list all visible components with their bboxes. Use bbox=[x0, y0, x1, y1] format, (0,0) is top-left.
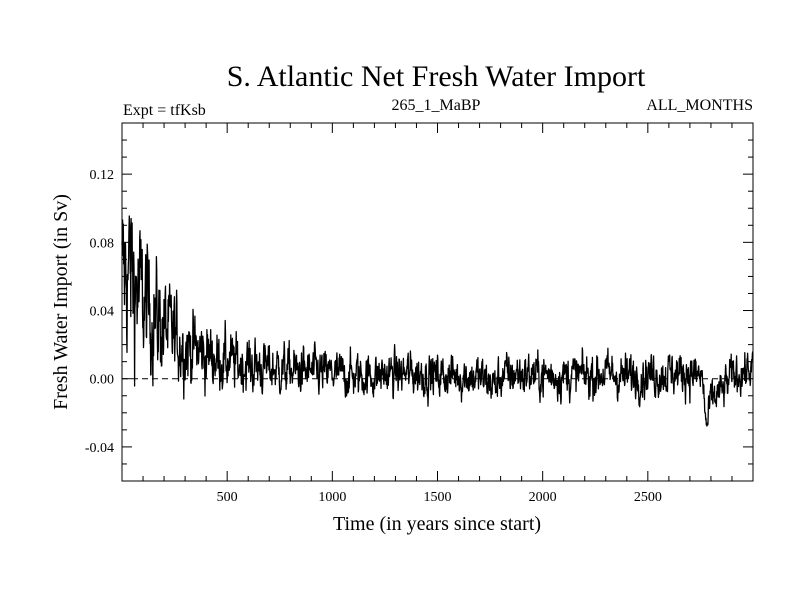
y-tick-label: 0.12 bbox=[90, 168, 115, 183]
y-tick-label: 0.08 bbox=[90, 236, 115, 251]
x-axis-label: Time (in years since start) bbox=[333, 513, 541, 535]
y-axis-ticks bbox=[122, 139, 753, 465]
y-tick-label: -0.04 bbox=[85, 441, 114, 456]
y-tick-label: 0.00 bbox=[90, 373, 115, 388]
y-axis-label: Fresh Water Import (in Sv) bbox=[50, 194, 72, 410]
x-axis-tick-labels: 500 1000 1500 2000 2500 bbox=[217, 490, 662, 505]
series-line bbox=[121, 215, 754, 427]
chart-title: S. Atlantic Net Fresh Water Import bbox=[227, 60, 646, 93]
x-tick-label: 1000 bbox=[318, 490, 346, 505]
y-axis-tick-labels: -0.04 0.00 0.04 0.08 0.12 bbox=[85, 168, 114, 456]
x-axis-ticks bbox=[142, 123, 733, 481]
x-tick-label: 2500 bbox=[634, 490, 662, 505]
subtitle-center: 265_1_MaBP bbox=[392, 97, 481, 114]
x-tick-label: 1500 bbox=[424, 490, 452, 505]
x-tick-label: 2000 bbox=[529, 490, 557, 505]
plot-frame bbox=[121, 122, 754, 482]
subtitle-left: Expt = tfKsb bbox=[123, 102, 206, 119]
x-tick-label: 500 bbox=[217, 490, 238, 505]
y-tick-label: 0.04 bbox=[90, 305, 115, 320]
subtitle-right: ALL_MONTHS bbox=[646, 97, 753, 114]
